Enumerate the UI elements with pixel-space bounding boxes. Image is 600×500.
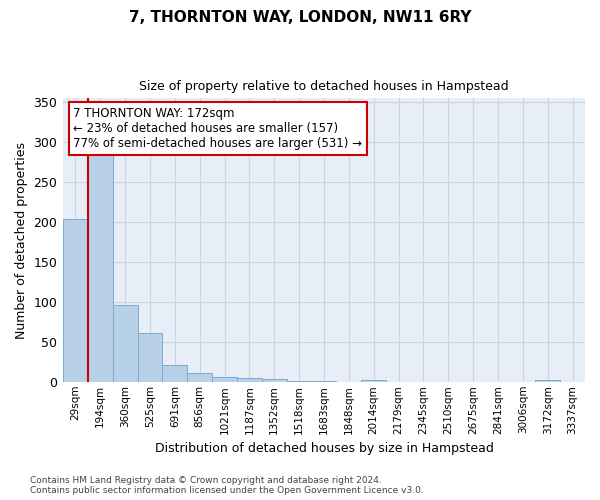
Bar [113, 304, 137, 382]
Bar [63, 219, 88, 382]
Bar [361, 380, 386, 382]
Bar [535, 380, 560, 382]
Bar [88, 150, 113, 382]
Title: Size of property relative to detached houses in Hampstead: Size of property relative to detached ho… [139, 80, 509, 93]
Bar [187, 372, 212, 382]
Bar [262, 379, 287, 382]
Bar [212, 378, 237, 382]
Y-axis label: Number of detached properties: Number of detached properties [15, 142, 28, 338]
Text: 7, THORNTON WAY, LONDON, NW11 6RY: 7, THORNTON WAY, LONDON, NW11 6RY [129, 10, 471, 25]
Text: 7 THORNTON WAY: 172sqm
← 23% of detached houses are smaller (157)
77% of semi-de: 7 THORNTON WAY: 172sqm ← 23% of detached… [73, 107, 362, 150]
Bar [137, 334, 163, 382]
Bar [163, 366, 187, 382]
X-axis label: Distribution of detached houses by size in Hampstead: Distribution of detached houses by size … [155, 442, 493, 455]
Text: Contains HM Land Registry data © Crown copyright and database right 2024.
Contai: Contains HM Land Registry data © Crown c… [30, 476, 424, 495]
Bar [237, 378, 262, 382]
